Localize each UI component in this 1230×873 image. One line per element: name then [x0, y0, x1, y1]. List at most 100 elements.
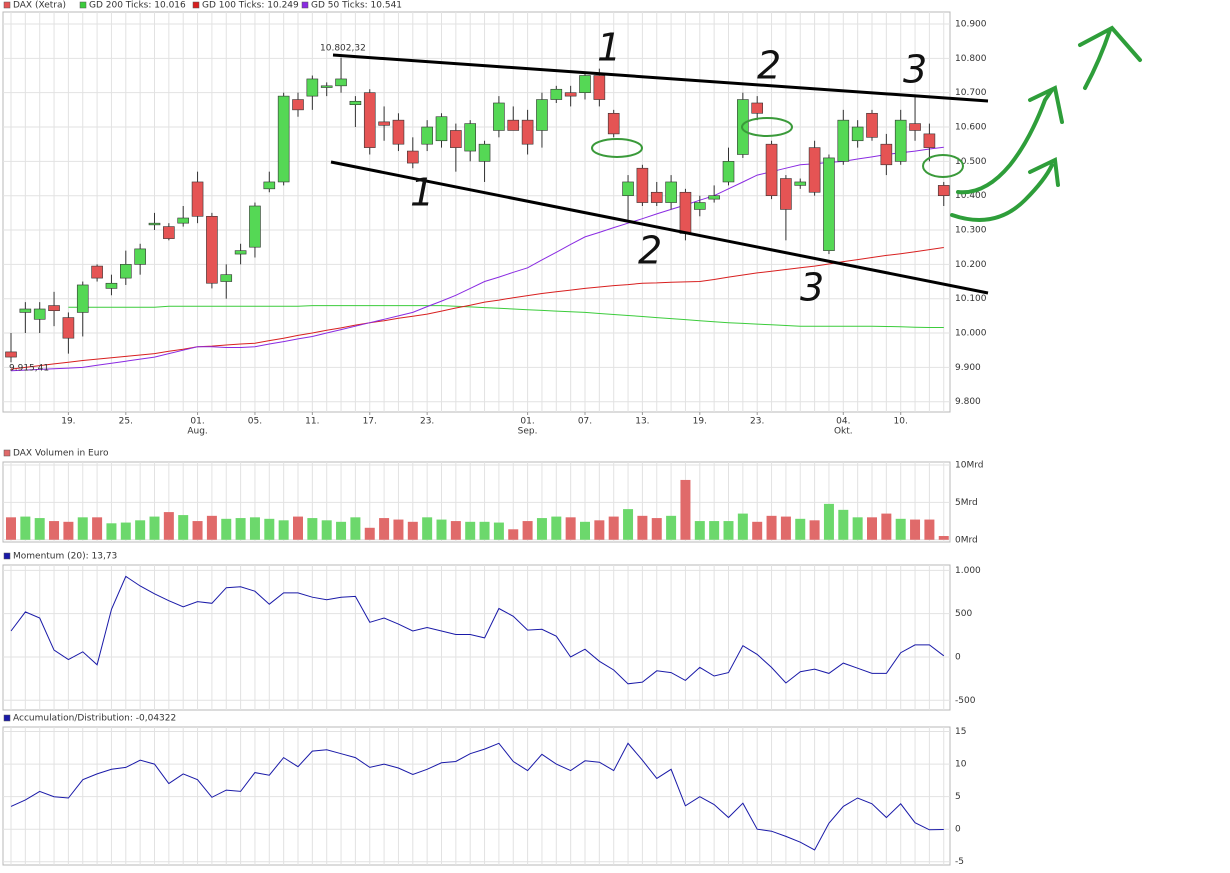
- y-tick-label: 9.900: [955, 363, 981, 373]
- arrow-scribble: [950, 156, 1060, 222]
- candle-body: [335, 78, 347, 87]
- volume-bar: [709, 521, 720, 540]
- candle-body: [206, 215, 218, 284]
- volume-bar: [278, 520, 289, 540]
- candle-body: [306, 78, 319, 97]
- candle-body: [521, 119, 534, 145]
- panel-title: DAX Volumen in Euro: [13, 449, 109, 459]
- candle-body: [851, 126, 864, 142]
- volume-bar: [723, 521, 734, 540]
- volume-bar: [364, 527, 375, 540]
- candle-body: [823, 157, 835, 251]
- y-tick-label: 15: [955, 727, 966, 737]
- candle-body: [320, 85, 333, 88]
- y-tick-label: 500: [955, 609, 972, 619]
- volume-bar: [551, 516, 562, 540]
- candle-body: [105, 282, 118, 289]
- candle-body: [464, 123, 477, 152]
- y-tick-label: 5Mrd: [955, 498, 978, 508]
- y-tick-label: 10.500: [955, 157, 987, 167]
- marker-ellipse: [922, 154, 964, 178]
- candle-body: [349, 100, 362, 106]
- candle-body: [478, 143, 491, 162]
- y-tick-label: -5: [955, 857, 964, 867]
- volume-bar: [910, 519, 921, 540]
- legend-swatch: [301, 1, 309, 9]
- volume-bar: [651, 518, 662, 540]
- base-layer: 9.8009.90010.00010.10010.20010.30010.400…: [2, 1, 987, 867]
- candle-body: [120, 264, 132, 279]
- candle-body: [5, 351, 17, 358]
- x-tick-label: 13.: [635, 417, 649, 427]
- volume-bar: [206, 515, 217, 540]
- volume-bar: [737, 513, 748, 540]
- x-tick-label: 01.: [520, 417, 534, 427]
- volume-bar: [120, 522, 131, 540]
- candle-body: [894, 119, 907, 162]
- candle-body: [808, 147, 821, 193]
- candle-body: [607, 112, 620, 135]
- volume-bar: [924, 519, 935, 540]
- volume-bar: [867, 517, 877, 540]
- candle-body: [292, 99, 304, 111]
- volume-bar: [393, 519, 404, 540]
- legend-label: GD 50 Ticks: 10.541: [311, 1, 402, 11]
- volume-bar: [493, 522, 504, 540]
- volume-bar: [608, 516, 619, 540]
- y-tick-label: 1.000: [955, 566, 981, 576]
- volume-bar: [422, 517, 433, 540]
- volume-bar: [379, 518, 390, 540]
- volume-bar: [77, 517, 88, 540]
- x-tick-label: 01.: [190, 417, 204, 427]
- x-tick-label: 10.: [894, 417, 908, 427]
- candle-body: [679, 191, 692, 234]
- indicator-line: [10, 575, 945, 685]
- volume-bar: [508, 529, 519, 540]
- candle-body: [665, 181, 677, 203]
- candle-body: [550, 88, 563, 100]
- candle-body: [91, 265, 103, 279]
- candle-body: [909, 123, 921, 131]
- candle-body: [593, 75, 606, 100]
- x-tick-sublabel: Okt.: [834, 427, 853, 437]
- volume-bar: [436, 519, 447, 540]
- candle-body: [636, 167, 649, 203]
- volume-bar: [795, 518, 806, 540]
- volume-bar: [479, 521, 490, 540]
- volume-bar: [465, 521, 476, 540]
- x-tick-label: 23.: [750, 417, 764, 427]
- candle-body: [392, 119, 405, 145]
- title-swatch: [3, 552, 11, 560]
- volume-bar: [135, 520, 146, 540]
- volume-bar: [881, 513, 892, 540]
- y-tick-label: 10.600: [955, 123, 987, 133]
- volume-bar: [522, 521, 533, 540]
- candle-body: [76, 284, 89, 313]
- candle-body: [163, 226, 175, 239]
- y-tick-label: 10.700: [955, 88, 987, 98]
- candle-body: [866, 112, 878, 138]
- hand-annotation: 1: [597, 26, 621, 70]
- candle-body: [507, 119, 520, 131]
- volume-bar: [594, 520, 605, 540]
- candle-body: [62, 317, 75, 339]
- candle-body: [780, 178, 792, 210]
- volume-bar: [149, 516, 160, 540]
- y-tick-label: 5: [955, 792, 961, 802]
- volume-bar: [264, 518, 275, 540]
- y-tick-label: 10: [955, 760, 967, 770]
- candle-body: [579, 75, 591, 93]
- panel-frame: [2, 726, 951, 866]
- x-tick-label: 11.: [305, 417, 319, 427]
- hand-annotation: 2: [757, 44, 781, 88]
- y-tick-label: 10.800: [955, 54, 987, 64]
- volume-bar: [823, 503, 834, 540]
- volume-bar: [895, 518, 906, 540]
- candle-body: [880, 143, 893, 166]
- y-tick-label: 10Mrd: [955, 460, 983, 470]
- legend-label: DAX (Xetra): [13, 1, 66, 11]
- candle-body: [263, 181, 276, 190]
- candle-body: [837, 119, 850, 162]
- volume-bar: [666, 515, 677, 540]
- legend-swatch: [192, 1, 200, 9]
